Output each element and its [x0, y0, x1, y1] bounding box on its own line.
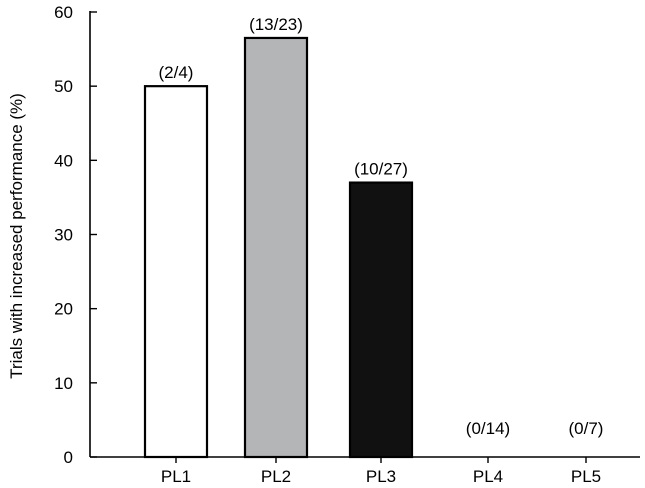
x-category-label: PL1: [161, 467, 191, 486]
x-category-label: PL5: [571, 467, 601, 486]
y-tick-label: 10: [54, 374, 73, 393]
y-tick-label: 0: [64, 448, 73, 467]
y-tick-label: 20: [54, 300, 73, 319]
x-category-label: PL4: [473, 467, 503, 486]
data-label: (0/7): [569, 419, 604, 438]
bar-pl2: [243, 36, 309, 459]
data-label: (10/27): [354, 160, 408, 179]
plot-area: 0 10 20 30 40 50 60 PL1 (2/4) PL2 (13/23) PL3 (10/27…: [54, 3, 640, 486]
bar-pl1: [143, 85, 209, 459]
data-label: (2/4): [159, 63, 194, 82]
y-tick-label: 50: [54, 77, 73, 96]
y-axis-title: Trials with increased performance (%): [7, 93, 26, 379]
y-tick-label: 30: [54, 226, 73, 245]
x-category-label: PL2: [261, 467, 291, 486]
bar-pl3: [348, 181, 414, 459]
y-tick-label: 40: [54, 151, 73, 170]
x-category-label: PL3: [366, 467, 396, 486]
data-label: (13/23): [249, 15, 303, 34]
data-label: (0/14): [466, 419, 510, 438]
y-tick-label: 60: [54, 3, 73, 22]
